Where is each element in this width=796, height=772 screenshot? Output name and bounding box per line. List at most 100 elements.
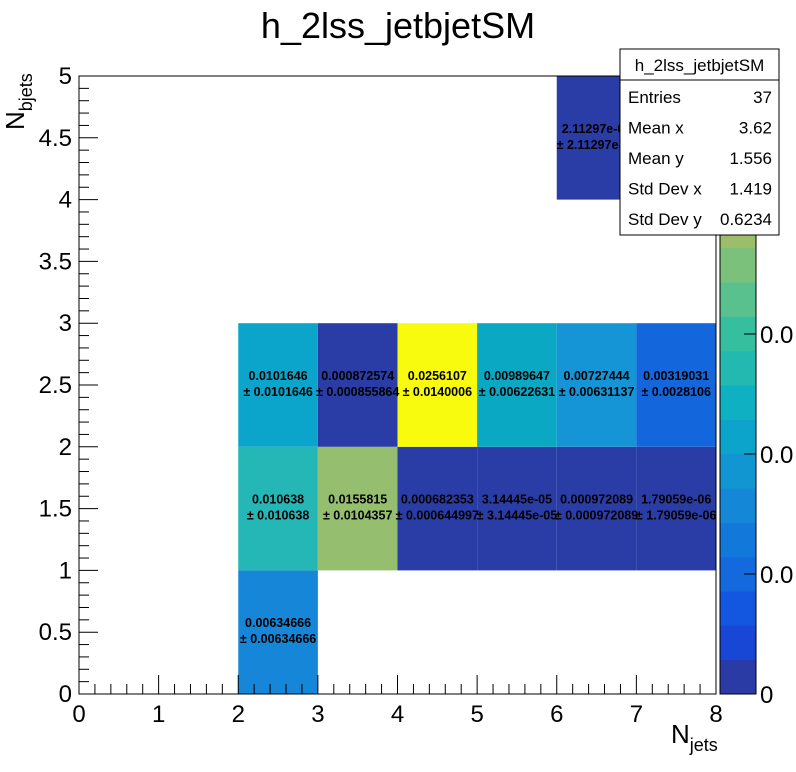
stats-row-label: Mean x — [628, 119, 684, 138]
cell-value-label: 0.010638 — [252, 493, 304, 507]
heatmap-cell — [238, 570, 318, 694]
x-axis-label: Njets — [671, 719, 718, 755]
stats-box-frame — [619, 48, 780, 236]
heatmap-cell — [477, 446, 557, 571]
y-tick-label: 1 — [59, 557, 72, 584]
palette-tick-label: 0 — [760, 682, 773, 709]
y-tick-label: 0 — [59, 681, 72, 708]
y-axis-label: Nbjets — [0, 73, 36, 130]
cell-value-label: 0.0101646 — [249, 369, 308, 383]
svg-text:Njets: Njets — [671, 719, 718, 755]
cell-value-label: 2.11297e-05 — [562, 122, 632, 136]
heatmap-cell — [238, 323, 318, 447]
cell-error-label: ± 0.000972089 — [555, 509, 638, 523]
cell-value-label: 0.0256107 — [408, 369, 467, 383]
palette-tick-label: 0.0 — [760, 442, 793, 469]
cell-value-label: 0.00989647 — [484, 369, 550, 383]
stats-row-label: Std Dev x — [628, 180, 702, 199]
x-tick-label: 3 — [311, 701, 324, 728]
heatmap-cell — [317, 446, 398, 571]
heatmap-cell — [477, 323, 557, 447]
palette-swatch — [720, 591, 756, 626]
cell-value-label: 0.00634666 — [245, 616, 311, 630]
stats-row-value: 3.62 — [739, 119, 772, 138]
palette-tick-label: 0.0 — [760, 562, 793, 589]
palette-swatch — [720, 282, 756, 317]
palette-tick-label: 0.0 — [760, 322, 793, 349]
palette-swatch — [720, 419, 756, 455]
cell-value-label: 1.79059e-06 — [641, 493, 711, 507]
stats-row-value: 37 — [753, 88, 772, 107]
y-axis-label-sub: bjets — [16, 73, 36, 111]
cell-error-label: ± 0.00622631 — [479, 385, 555, 399]
cell-error-label: ± 0.00634666 — [240, 632, 316, 646]
palette-swatch — [720, 625, 756, 661]
palette-swatch — [720, 522, 756, 558]
y-tick-label: 4 — [59, 187, 72, 214]
palette-swatch — [720, 488, 756, 523]
y-tick-label: 2.5 — [39, 372, 72, 399]
cell-value-label: 0.00727444 — [564, 369, 630, 383]
y-tick-label: 3 — [59, 310, 72, 337]
chart-title: h_2lss_jetbjetSM — [261, 5, 535, 46]
x-tick-label: 8 — [709, 701, 722, 728]
x-tick-label: 1 — [152, 701, 165, 728]
cell-value-label: 0.00319031 — [643, 369, 709, 383]
axes: 0 1 2 3 4 5 6 7 8 0 0.5 1 1.5 2 2.5 3 3.5 4 4.5 5 — [39, 63, 723, 728]
heatmap-cell — [556, 323, 637, 447]
cell-value-label: 0.000682353 — [401, 493, 474, 507]
stats-box: h_2lss_jetbjetSM Entries 37 Mean x 3.62 Mean… — [619, 48, 780, 236]
cell-error-label: ± 0.010638 — [247, 509, 310, 523]
cell-error-label: ± 0.00631137 — [559, 385, 635, 399]
x-tick-label: 7 — [630, 701, 643, 728]
heatmap-cells: 0.00634666 ± 0.00634666 0.010638 ± 0.010638… — [238, 76, 716, 694]
x-tick-label: 4 — [391, 701, 404, 728]
heatmap-cell — [317, 323, 398, 447]
x-tick-label: 6 — [550, 701, 563, 728]
cell-value-label: 3.14445e-05 — [482, 493, 552, 507]
cell-value-label: 0.0155815 — [328, 493, 387, 507]
x-axis-label-sub: jets — [689, 735, 718, 755]
palette-swatch — [720, 385, 756, 420]
cell-error-label: ± 0.0104357 — [323, 509, 392, 523]
heatmap-cell — [397, 323, 478, 447]
x-tick-label: 0 — [72, 701, 85, 728]
stats-box-title: h_2lss_jetbjetSM — [635, 56, 764, 75]
stats-row-label: Std Dev y — [628, 210, 702, 229]
palette-swatch — [720, 659, 756, 695]
palette-swatch — [720, 350, 756, 386]
palette-swatch — [720, 247, 756, 283]
cell-value-label: 0.000872574 — [321, 369, 394, 383]
stats-row-label: Entries — [628, 88, 681, 107]
y-tick-label: 3.5 — [39, 248, 72, 275]
y-tick-label: 0.5 — [39, 619, 72, 646]
palette-swatch — [720, 453, 756, 489]
stats-row-value: 1.419 — [729, 180, 772, 199]
y-axis-label-main: N — [0, 111, 30, 130]
x-axis-label-main: N — [671, 719, 690, 749]
heatmap-cell — [556, 446, 637, 571]
cell-error-label: ± 1.79059e-06 — [636, 509, 717, 523]
x-tick-label: 2 — [232, 701, 245, 728]
cell-error-label: ± 0.000644997 — [396, 509, 479, 523]
y-tick-label: 2 — [59, 434, 72, 461]
cell-error-label: ± 3.14445e-05 — [477, 509, 558, 523]
y-tick-label: 4.5 — [39, 125, 72, 152]
stats-row-value: 0.6234 — [720, 210, 772, 229]
svg-text:Nbjets: Nbjets — [0, 73, 36, 130]
cell-value-label: 0.000972089 — [560, 493, 633, 507]
cell-error-label: ± 2.11297e-05 — [557, 138, 637, 152]
heatmap-cell — [397, 446, 478, 571]
heatmap-cell — [636, 446, 716, 571]
heatmap-cell — [636, 323, 716, 447]
y-tick-label: 5 — [59, 63, 72, 90]
stats-row-value: 1.556 — [729, 149, 772, 168]
cell-error-label: ± 0.000855864 — [316, 385, 399, 399]
y-tick-label: 1.5 — [39, 496, 72, 523]
cell-error-label: ± 0.0140006 — [403, 385, 472, 399]
heatmap-cell — [238, 446, 318, 571]
cell-error-label: ± 0.0028106 — [641, 385, 710, 399]
x-tick-label: 5 — [470, 701, 483, 728]
stats-row-label: Mean y — [628, 149, 684, 168]
